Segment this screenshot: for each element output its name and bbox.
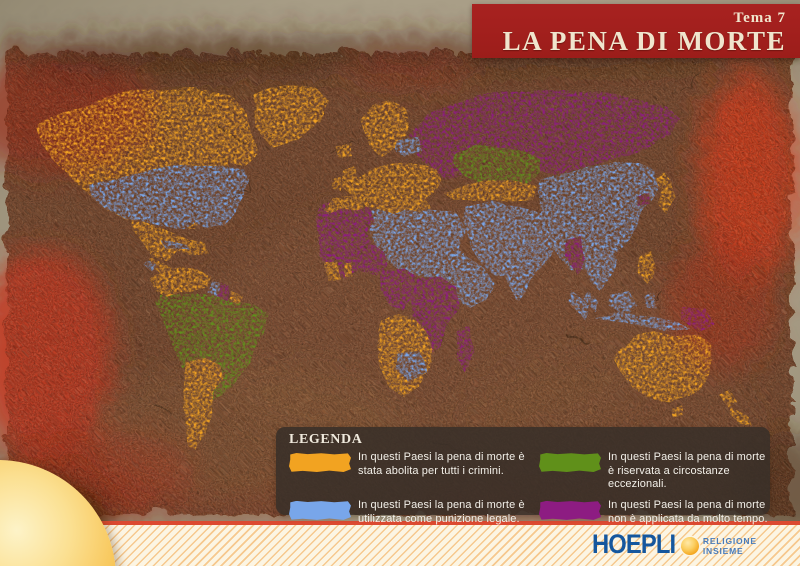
region-cuba: [160, 240, 190, 249]
region-usa: [90, 164, 250, 229]
region-new-guinea: [681, 307, 713, 330]
region-suriname: [218, 284, 230, 301]
region-kazakhstan: [454, 146, 540, 188]
region-guyana: [209, 281, 221, 298]
legend-swatch-not-applied: [539, 500, 601, 520]
legend-swatch-abolished: [289, 453, 351, 472]
page-title: LA PENA DI MORTE: [502, 25, 786, 56]
region-myanmar: [565, 237, 586, 273]
region-japan: [656, 172, 674, 214]
region-turkey-caucasus: [444, 181, 538, 201]
region-sulawesi: [645, 293, 656, 308]
legend-swatch-legal: [289, 500, 351, 520]
legend-text-legal: In questi Paesi la pena di morte è utili…: [358, 498, 525, 525]
footer-red-line: [0, 521, 800, 525]
region-europe: [326, 164, 442, 216]
series-logo: RELIGIONE INSIEME: [681, 536, 800, 556]
region-french-guiana: [228, 291, 241, 303]
title-banner: Tema 7 LA PENA DI MORTE: [472, 4, 800, 58]
legend-text-abolished: In questi Paesi la pena di morte è stata…: [358, 451, 525, 477]
legend-swatch-exceptional: [539, 453, 601, 472]
region-nigeria-west: [327, 263, 341, 281]
legend-title: LEGENDA: [289, 432, 363, 447]
region-greenland: [253, 84, 328, 148]
region-ireland: [331, 177, 341, 190]
region-malaysia: [584, 292, 600, 313]
region-java-lesser-sunda: [594, 314, 690, 332]
region-north-korea: [637, 192, 651, 208]
legend-item-not-applied: In questi Paesi la pena di morte non è a…: [539, 499, 770, 526]
region-guatemala: [145, 260, 158, 273]
region-india: [503, 240, 541, 303]
region-tasmania: [671, 405, 684, 418]
region-morocco-west-africa: [318, 202, 388, 279]
region-nigeria-east: [345, 263, 354, 278]
region-botswana: [396, 351, 426, 381]
region-madagascar: [456, 327, 474, 373]
footer-bar: HOEPLI RELIGIONE INSIEME: [0, 521, 800, 566]
legend-grid: In questi Paesi la pena di morte è stata…: [289, 451, 770, 526]
hoepli-logo: HOEPLI: [592, 529, 676, 559]
legend-item-exceptional: In questi Paesi la pena di morte è riser…: [539, 451, 770, 492]
region-colombia-venezuela: [150, 268, 211, 296]
region-indochina: [581, 243, 616, 292]
region-iceland: [336, 144, 353, 159]
region-mexico: [128, 216, 207, 262]
region-new-zealand-north: [720, 390, 737, 409]
legend-text-not-applied: In questi Paesi la pena di morte non è a…: [608, 498, 768, 525]
region-sumatra: [569, 291, 589, 319]
region-australia: [614, 332, 713, 401]
footer-stripes: HOEPLI RELIGIONE INSIEME: [0, 525, 800, 566]
region-new-zealand-south: [730, 408, 752, 426]
region-baltic: [395, 136, 424, 158]
sun-icon: [681, 537, 699, 555]
legend-panel: LEGENDA In questi Paesi la pena di morte…: [276, 427, 770, 525]
region-borneo: [610, 292, 638, 317]
theme-number: Tema 7: [733, 10, 786, 26]
region-argentina-chile: [183, 358, 222, 452]
legend-text-exceptional: In questi Paesi la pena di morte è riser…: [608, 451, 766, 491]
legend-item-abolished: In questi Paesi la pena di morte è stata…: [289, 451, 539, 492]
legend-item-legal: In questi Paesi la pena di morte è utili…: [289, 499, 539, 526]
region-brazil: [156, 293, 268, 402]
region-philippines: [637, 250, 657, 284]
continents: [38, 84, 752, 452]
region-north-africa: [368, 208, 495, 307]
series-label: RELIGIONE INSIEME: [702, 536, 757, 556]
region-drc: [380, 268, 417, 311]
